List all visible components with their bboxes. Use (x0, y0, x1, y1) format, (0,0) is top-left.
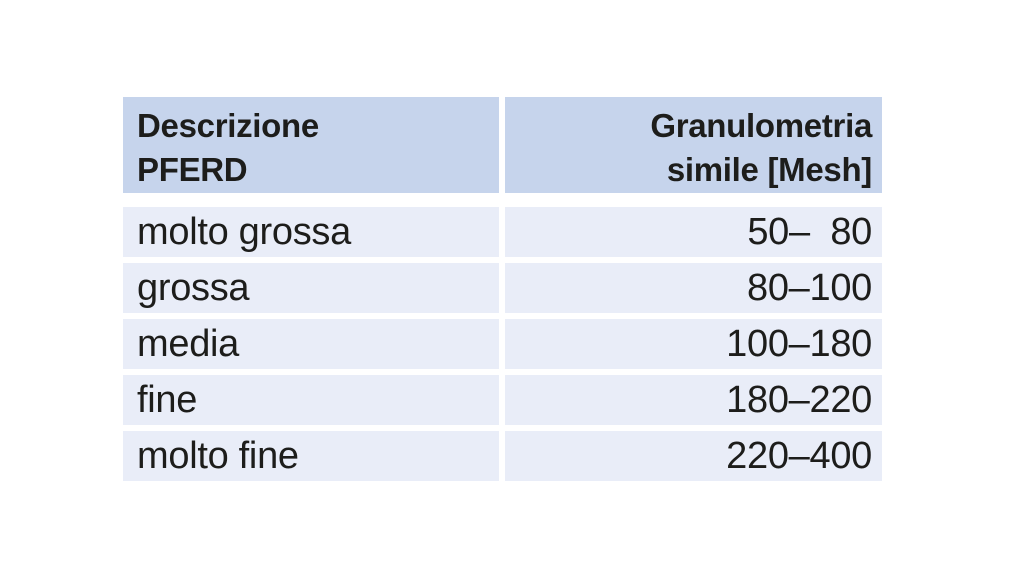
cell-mesh-range: 100–180 (505, 319, 882, 369)
cell-mesh-range: 180–220 (505, 375, 882, 425)
cell-mesh-range: 80–100 (505, 263, 882, 313)
cell-descrizione: media (123, 319, 499, 369)
table-row: media 100–180 (123, 319, 882, 369)
table-row: fine 180–220 (123, 375, 882, 425)
table-row: molto fine 220–400 (123, 431, 882, 481)
header-cell-descrizione-pferd: Descrizione PFERD (123, 97, 499, 193)
cell-descrizione: fine (123, 375, 499, 425)
table-row: grossa 80–100 (123, 263, 882, 313)
grit-comparison-table: Descrizione PFERD Granulometria simile [… (123, 97, 882, 481)
table-header-row: Descrizione PFERD Granulometria simile [… (123, 97, 882, 193)
cell-descrizione: molto grossa (123, 207, 499, 257)
cell-mesh-range: 220–400 (505, 431, 882, 481)
table-body: molto grossa 50– 80 grossa 80–100 media … (123, 207, 882, 481)
cell-descrizione: molto fine (123, 431, 499, 481)
table-row: molto grossa 50– 80 (123, 207, 882, 257)
cell-mesh-range: 50– 80 (505, 207, 882, 257)
cell-descrizione: grossa (123, 263, 499, 313)
header-cell-granulometria-mesh: Granulometria simile [Mesh] (505, 97, 882, 193)
